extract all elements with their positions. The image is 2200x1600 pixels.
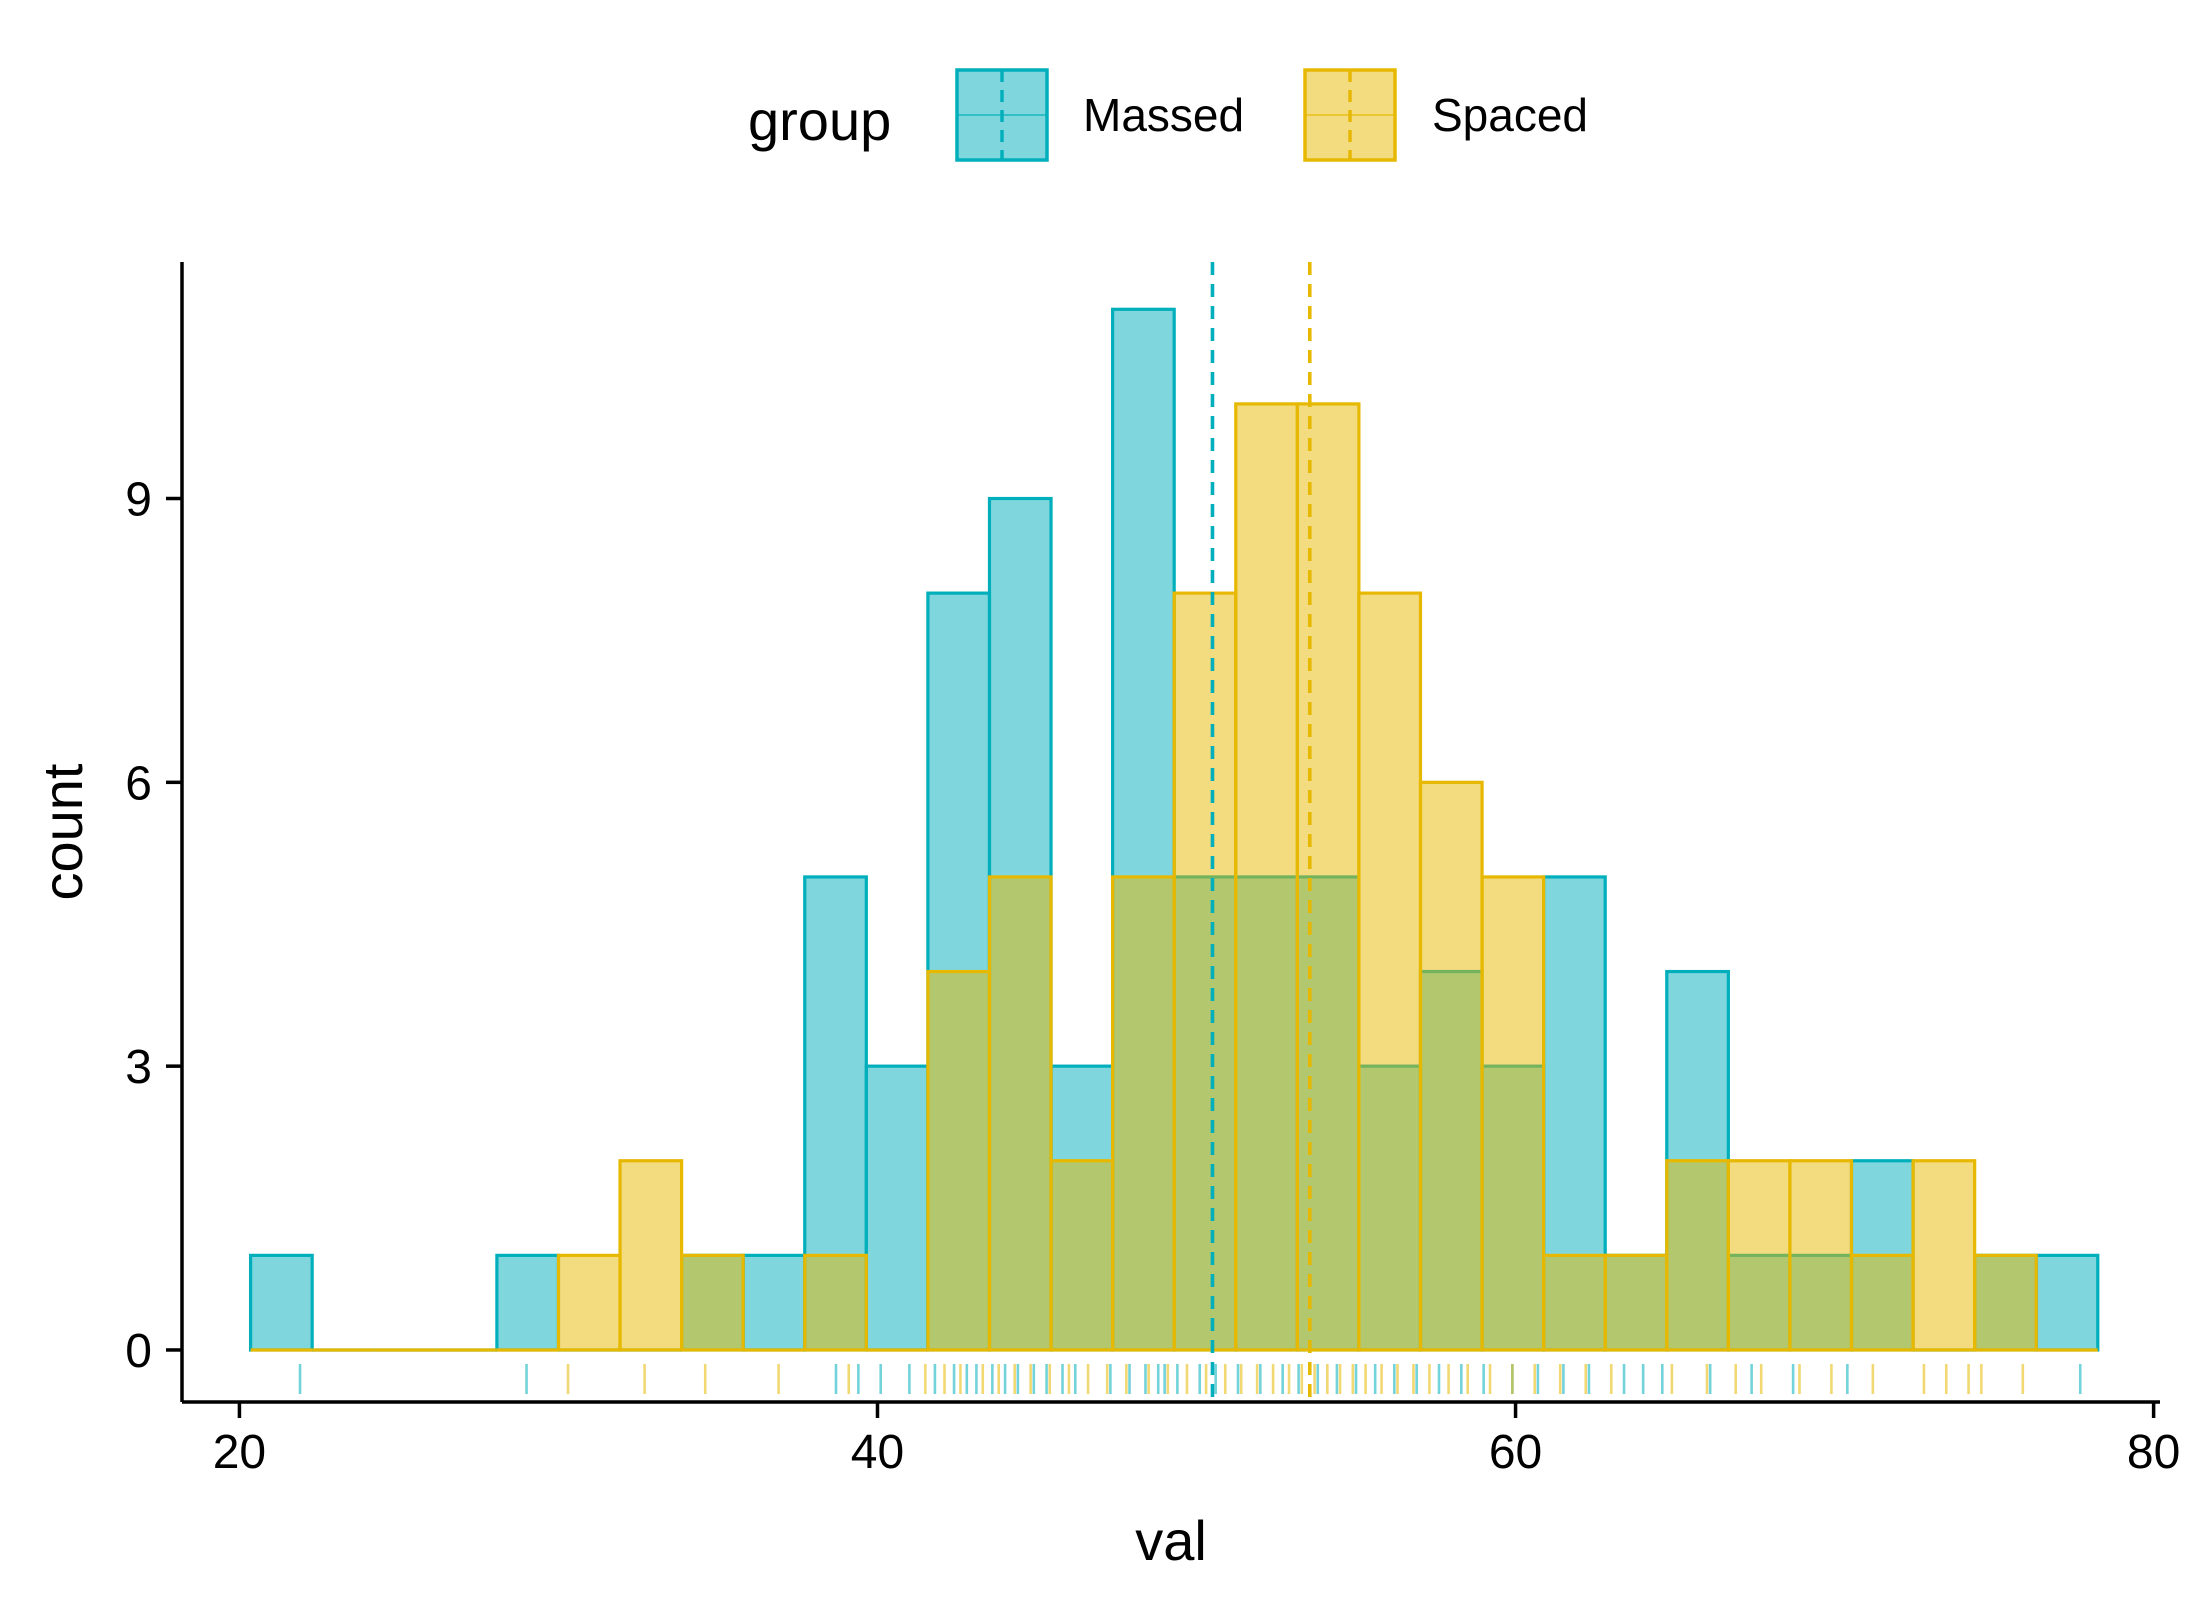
bar-massed-10 (864, 1064, 930, 1352)
legend-label-spaced: Spaced (1432, 89, 1588, 141)
bar-spaced-6 (618, 1159, 684, 1352)
bar-spaced-14 (1111, 875, 1176, 1352)
bar-spaced-15 (1172, 591, 1238, 1352)
histogram-bars (248, 307, 2100, 1352)
bar-spaced-24 (1726, 1159, 1792, 1352)
legend-title: group (748, 89, 891, 152)
x-tick-label-80: 80 (2127, 1426, 2180, 1479)
bar-massed-4 (495, 1253, 561, 1352)
x-tick-label-20: 20 (213, 1426, 266, 1479)
legend-label-massed: Massed (1083, 89, 1244, 141)
bar-spaced-22 (1603, 1253, 1669, 1352)
bar-massed-0 (248, 1253, 314, 1352)
bar-spaced-5 (556, 1253, 622, 1352)
y-axis-title: count (31, 763, 94, 900)
legend-item-spaced: Spaced (1303, 68, 1588, 162)
x-tick-label-40: 40 (851, 1426, 904, 1479)
x-tick-label-60: 60 (1489, 1426, 1542, 1479)
bar-spaced-21 (1542, 1253, 1607, 1352)
bar-spaced-27 (1911, 1159, 1977, 1352)
bar-massed-8 (741, 1253, 807, 1352)
y-tick-label-3: 3 (125, 1041, 152, 1094)
rug-marks (298, 1364, 2082, 1394)
legend: group Massed Spaced (748, 68, 1588, 162)
bar-spaced-25 (1788, 1159, 1854, 1352)
y-tick-label-9: 9 (125, 474, 152, 527)
bar-spaced-28 (1973, 1253, 2038, 1352)
bar-spaced-16 (1234, 402, 1299, 1352)
x-axis-title: val (1135, 1509, 1207, 1572)
y-tick-label-0: 0 (125, 1325, 152, 1378)
legend-item-massed: Massed (955, 68, 1244, 162)
bar-spaced-20 (1480, 875, 1546, 1352)
series-spaced (250, 402, 2098, 1352)
bar-spaced-18 (1357, 591, 1423, 1352)
bar-spaced-9 (803, 1253, 868, 1352)
mean-lines (1210, 262, 1312, 1402)
axes: 20 40 60 80 0 3 6 9 (125, 262, 2180, 1479)
bar-spaced-23 (1665, 1159, 1730, 1352)
bar-spaced-26 (1849, 1253, 1915, 1352)
bar-spaced-11 (926, 969, 992, 1352)
bar-spaced-7 (680, 1253, 745, 1352)
bar-spaced-12 (987, 875, 1053, 1352)
bar-massed-29 (2034, 1253, 2100, 1352)
y-tick-label-6: 6 (125, 757, 152, 810)
legend-items: Massed Spaced (955, 68, 1588, 162)
bar-spaced-19 (1418, 780, 1484, 1352)
bar-spaced-13 (1049, 1159, 1115, 1352)
bar-spaced-17 (1295, 402, 1361, 1352)
